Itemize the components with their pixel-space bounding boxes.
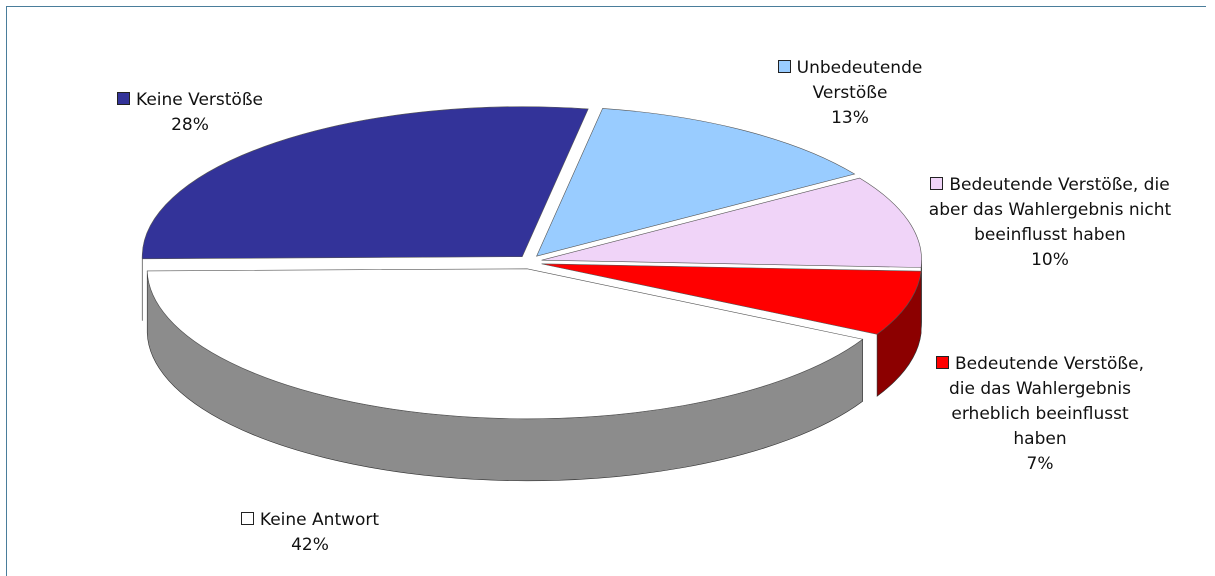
legend-swatch [778,60,791,73]
category-label: Keine Verstöße [136,90,263,110]
data-label: Keine Verstöße 28% [60,88,320,138]
data-label: Keine Antwort 42% [180,508,440,558]
legend-swatch [241,512,254,525]
category-label: Bedeutende Verstöße, die das Wahlergebni… [949,354,1144,449]
value-label: 13% [760,106,940,131]
value-label: 42% [180,533,440,558]
legend-swatch [930,177,943,190]
data-label: Unbedeutende Verstöße 13% [760,56,940,131]
value-label: 10% [920,248,1180,273]
category-label: Bedeutende Verstöße, die aber das Wahler… [929,175,1171,245]
category-label: Keine Antwort [260,510,379,530]
data-label: Bedeutende Verstöße, die aber das Wahler… [920,173,1180,273]
value-label: 7% [925,452,1155,477]
value-label: 28% [60,113,320,138]
category-label: Unbedeutende Verstöße [797,58,923,103]
legend-swatch [936,356,949,369]
legend-swatch [117,92,130,105]
data-label: Bedeutende Verstöße, die das Wahlergebni… [925,352,1155,477]
